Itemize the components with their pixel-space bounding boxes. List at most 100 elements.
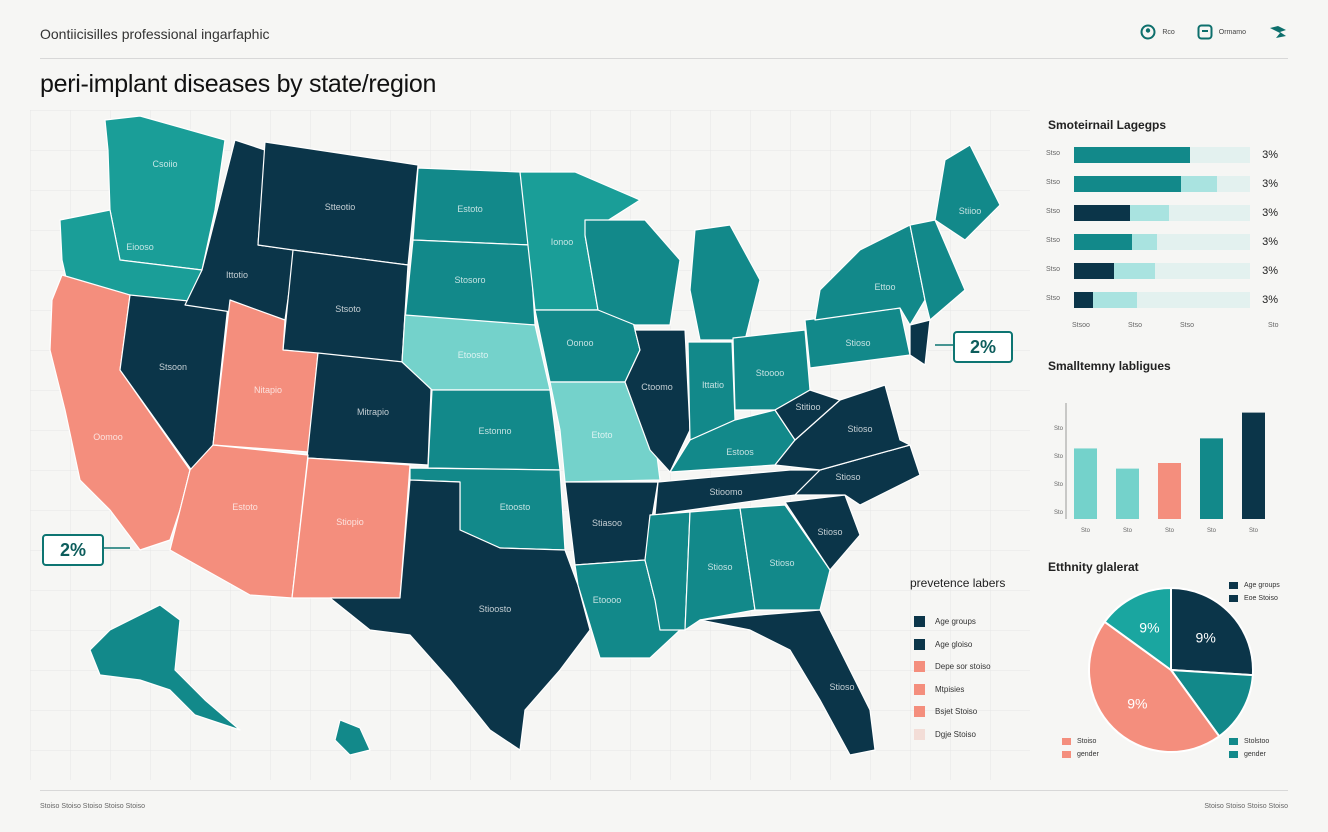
state-ne-states[interactable] <box>909 219 966 321</box>
map-label-me: Stiioo <box>959 206 982 216</box>
state-az[interactable] <box>169 444 309 599</box>
legend-swatch <box>914 616 925 627</box>
prevalence-legend-item: Age gloiso <box>914 638 973 650</box>
vbar-y-tick: Sto <box>1054 510 1064 516</box>
map-label-sc: Stioso <box>817 527 842 537</box>
map-label-wa: Csoiio <box>152 159 177 169</box>
hbar-segment-secondary <box>1114 263 1155 279</box>
user-menu[interactable]: Rco <box>1140 24 1175 40</box>
user-icon <box>1140 24 1156 40</box>
brand-text: Oontiicisilles professional ingarfaphic <box>40 26 270 42</box>
pie-legend-item: Stoiso <box>1062 738 1096 745</box>
hbar-row-label: Stso <box>1046 208 1061 215</box>
vbar-bar <box>1242 412 1265 519</box>
map-label-ne: Etoosto <box>458 350 489 360</box>
logo-button[interactable] <box>1268 24 1288 40</box>
chat-menu[interactable]: Ormamo <box>1197 24 1246 40</box>
state-ga[interactable] <box>739 504 831 611</box>
pie-slice-label: 9% <box>1139 620 1159 636</box>
prevalence-legend-item: Mtpisies <box>914 683 964 695</box>
map-label-va: Stioso <box>847 424 872 434</box>
legend-label: Stolstoo <box>1244 738 1270 745</box>
state-me[interactable] <box>934 144 1001 241</box>
pie-legend-item: gender <box>1229 751 1266 758</box>
legend-label: Age gloiso <box>935 639 973 649</box>
map-label-il: Ctoomo <box>641 382 673 392</box>
chat-menu-label: Ormamo <box>1218 28 1246 36</box>
state-wa[interactable] <box>104 115 226 271</box>
hbar-row-label: Stso <box>1046 237 1061 244</box>
map-label-sd: Stosoro <box>454 275 485 285</box>
legend-label: gender <box>1077 751 1099 758</box>
map-label-la: Etoooo <box>593 595 622 605</box>
map-label-tn: Stioomo <box>709 487 742 497</box>
hbar-axis-tick: Stso <box>1128 322 1143 329</box>
pie-legend-item: gender <box>1062 751 1099 758</box>
pie-legend-item: Age groups <box>1229 582 1280 589</box>
legend-label: Age groups <box>1244 582 1280 589</box>
vbar-y-tick: Sto <box>1054 482 1064 488</box>
legend-swatch <box>1229 595 1238 602</box>
state-wi[interactable] <box>584 219 681 326</box>
hbar-track <box>1074 205 1250 221</box>
vbar-bar <box>1074 448 1097 519</box>
vbar-x-tick: Sto <box>1081 528 1091 534</box>
state-tx[interactable] <box>329 479 591 751</box>
map-label-nv: Stsoon <box>159 362 187 372</box>
map-label-ia: Oonoo <box>566 338 593 348</box>
pie-slice <box>1088 620 1221 753</box>
vbar-x-tick: Sto <box>1249 528 1259 534</box>
hbar-segment-primary <box>1074 234 1133 250</box>
hbar-row-value: 3% <box>1262 294 1278 306</box>
prevalence-legend-item: Age groups <box>914 616 976 627</box>
vbar-x-tick: Sto <box>1165 528 1175 534</box>
hbar-row-value: 3% <box>1262 178 1278 190</box>
map-label-ks: Estonno <box>478 426 511 436</box>
hbar-axis-tick: Sto <box>1268 322 1279 329</box>
hbar-row-label: Stso <box>1046 179 1061 186</box>
state-nm[interactable] <box>291 457 411 599</box>
map-label-wv: Stitioo <box>795 402 820 412</box>
map-label-ky: Estoos <box>726 447 754 457</box>
us-map: Csoiio Eiooso Oomoo Stsoon Ittotio Stteo… <box>30 110 1030 780</box>
hbar-segment-secondary <box>1132 234 1157 250</box>
footer: Stoiso Stoiso Stoiso Stoiso Stoiso Stois… <box>40 790 1288 810</box>
legend-label: Eoe Stoiso <box>1244 595 1278 602</box>
callout-east: 2% <box>953 331 1013 363</box>
hbar-track <box>1074 292 1250 308</box>
map-label-ny: Ettoo <box>874 282 895 292</box>
hbar-segment-secondary <box>1181 176 1217 192</box>
legend-label: Bsjet Stoiso <box>935 707 978 716</box>
map-label-in: Ittatio <box>702 380 724 390</box>
map-label-wy: Stsoto <box>335 304 361 314</box>
state-wv[interactable] <box>774 389 841 441</box>
state-nj[interactable] <box>909 319 931 366</box>
map-label-co: Mitrapio <box>357 407 389 417</box>
legend-swatch <box>1062 738 1071 745</box>
vbar-bar <box>1158 463 1181 519</box>
vbar-x-tick: Sto <box>1123 528 1133 534</box>
hbar-row: Stso 3% <box>1046 263 1286 279</box>
hbar-row: Stso 3% <box>1046 147 1286 163</box>
pie-slice-label: 9% <box>1196 629 1216 645</box>
map-label-nm: Stiopio <box>336 517 364 527</box>
pie-slice <box>1103 586 1172 672</box>
state-hi[interactable] <box>334 719 371 756</box>
state-al[interactable] <box>684 507 756 631</box>
user-menu-label: Rco <box>1162 28 1175 36</box>
hbar-segment-secondary <box>1093 292 1138 308</box>
hbar-track <box>1074 147 1250 163</box>
callout-west: 2% <box>42 534 104 566</box>
state-il[interactable] <box>624 329 691 473</box>
hbar-track <box>1074 176 1250 192</box>
state-sc[interactable] <box>784 494 861 571</box>
legend-swatch <box>914 638 925 650</box>
hbar-row: Stso 3% <box>1046 292 1286 308</box>
hbar-title: Smoteirnail Lagegps <box>1048 118 1167 132</box>
map-label-oh: Stoooo <box>756 368 785 378</box>
state-ny[interactable] <box>814 224 926 326</box>
state-ak[interactable] <box>89 604 241 731</box>
state-fl[interactable] <box>699 609 876 756</box>
legend-label: Depe sor stoiso <box>935 662 991 671</box>
hbar-axis-tick: Stso <box>1180 322 1195 329</box>
